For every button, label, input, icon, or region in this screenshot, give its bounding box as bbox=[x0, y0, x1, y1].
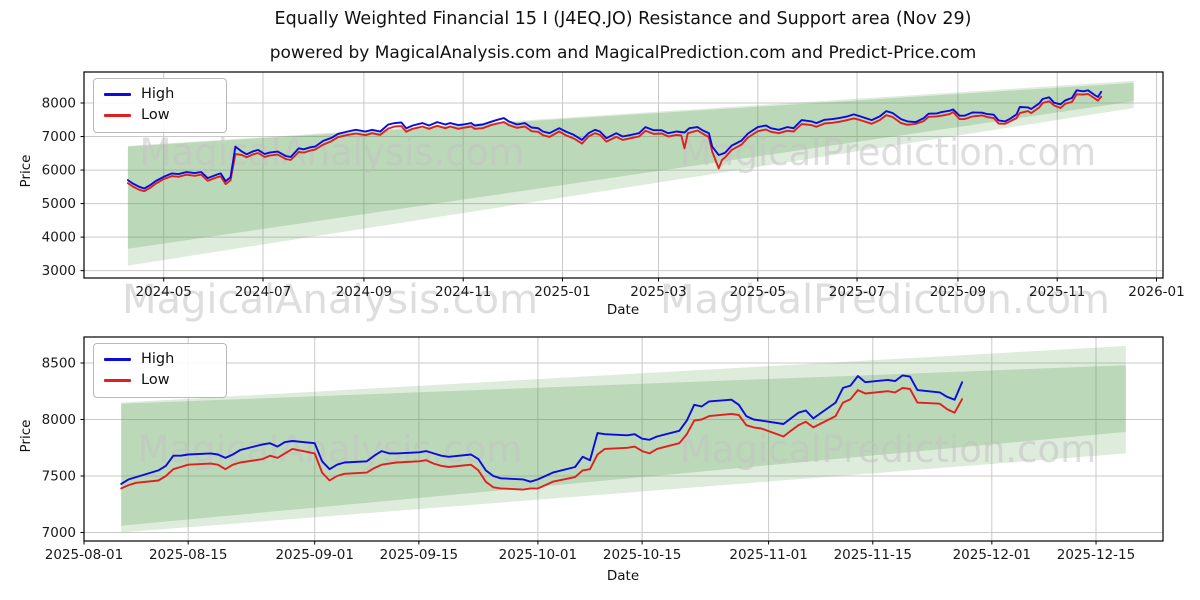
y-tick-label: 7000 bbox=[42, 525, 76, 541]
high-series-line bbox=[126, 89, 1103, 190]
y-tick-label: 4000 bbox=[42, 230, 76, 246]
low-series-line bbox=[120, 386, 964, 491]
watermark-text: MagicalPrediction.com bbox=[660, 277, 1110, 323]
x-tick-label: 2025-11-01 bbox=[729, 547, 807, 563]
x-tick-label: 2025-09-01 bbox=[275, 547, 353, 563]
resistance-area-dark bbox=[121, 365, 1126, 526]
x-tick-label: 2025-12-15 bbox=[1057, 547, 1135, 563]
y-tick-label: 6000 bbox=[42, 163, 76, 179]
legend-item-low: Low bbox=[104, 370, 216, 391]
high-line-swatch bbox=[104, 358, 131, 361]
x-tick-label: 2024-07 bbox=[235, 284, 291, 300]
x-tick-label: 2025-11-15 bbox=[834, 547, 912, 563]
x-tick-label: 2025-12-01 bbox=[953, 547, 1031, 563]
figure-title: Equally Weighted Financial 15 I (J4EQ.JO… bbox=[274, 9, 972, 29]
legend-low-label: Low bbox=[141, 372, 170, 388]
y-tick-label: 7000 bbox=[42, 129, 76, 145]
x-axis-label-bottom: Date bbox=[606, 568, 640, 584]
y-tick-label: 8000 bbox=[42, 96, 76, 112]
x-tick-label: 2024-05 bbox=[135, 284, 191, 300]
plot-border bbox=[83, 71, 1164, 279]
x-tick-label: 2025-09-15 bbox=[380, 547, 458, 563]
legend-top-chart: High Low bbox=[93, 78, 227, 133]
x-tick-label: 2025-03 bbox=[630, 284, 686, 300]
resistance-area-dark bbox=[127, 82, 1134, 249]
y-tick-label: 7500 bbox=[42, 469, 76, 485]
legend-item-high: High bbox=[104, 84, 216, 105]
y-tick-label: 5000 bbox=[42, 196, 76, 212]
x-tick-label: 2025-09 bbox=[930, 284, 986, 300]
legend-item-low: Low bbox=[104, 105, 216, 126]
x-tick-label: 2025-05 bbox=[730, 284, 786, 300]
x-tick-label: 2025-08-01 bbox=[45, 547, 123, 563]
high-series-line bbox=[120, 374, 964, 485]
x-tick-label: 2025-11 bbox=[1029, 284, 1085, 300]
low-series-line bbox=[126, 93, 1103, 193]
y-axis-label-top: Price bbox=[18, 154, 34, 188]
y-axis-label-bottom: Price bbox=[18, 419, 34, 453]
legend-bottom-chart: High Low bbox=[93, 343, 227, 398]
x-tick-label: 2026-01 bbox=[1128, 284, 1184, 300]
x-tick-label: 2025-10-15 bbox=[603, 547, 681, 563]
x-tick-label: 2025-01 bbox=[534, 284, 590, 300]
chart-full-history: MagicalAnalysis.com MagicalPrediction.com… bbox=[42, 71, 1185, 323]
y-tick-label: 8000 bbox=[42, 412, 76, 428]
y-tick-label: 8500 bbox=[42, 356, 76, 372]
x-tick-label: 2024-09 bbox=[336, 284, 392, 300]
support-area-light bbox=[127, 80, 1134, 266]
high-line-swatch bbox=[104, 93, 131, 96]
legend-low-label: Low bbox=[141, 107, 170, 123]
low-line-swatch bbox=[104, 379, 131, 382]
x-tick-label: 2025-10-01 bbox=[499, 547, 577, 563]
watermark-text: MagicalPrediction.com bbox=[680, 131, 1096, 174]
watermark-text: MagicalAnalysis.com bbox=[122, 277, 538, 323]
chart-recent-detail: MagicalAnalysis.com MagicalPrediction.com… bbox=[42, 336, 1164, 563]
x-axis-label-top: Date bbox=[606, 302, 640, 318]
figure-subtitle: powered by MagicalAnalysis.com and Magic… bbox=[269, 43, 977, 63]
x-tick-label: 2025-07 bbox=[829, 284, 885, 300]
legend-item-high: High bbox=[104, 349, 216, 370]
legend-high-label: High bbox=[141, 351, 175, 367]
legend-high-label: High bbox=[141, 86, 175, 102]
y-tick-label: 3000 bbox=[42, 263, 76, 279]
watermark-text: MagicalPrediction.com bbox=[680, 428, 1096, 471]
x-tick-label: 2025-08-15 bbox=[149, 547, 227, 563]
x-tick-label: 2024-11 bbox=[435, 284, 491, 300]
plot-border bbox=[83, 336, 1164, 542]
low-line-swatch bbox=[104, 114, 131, 117]
